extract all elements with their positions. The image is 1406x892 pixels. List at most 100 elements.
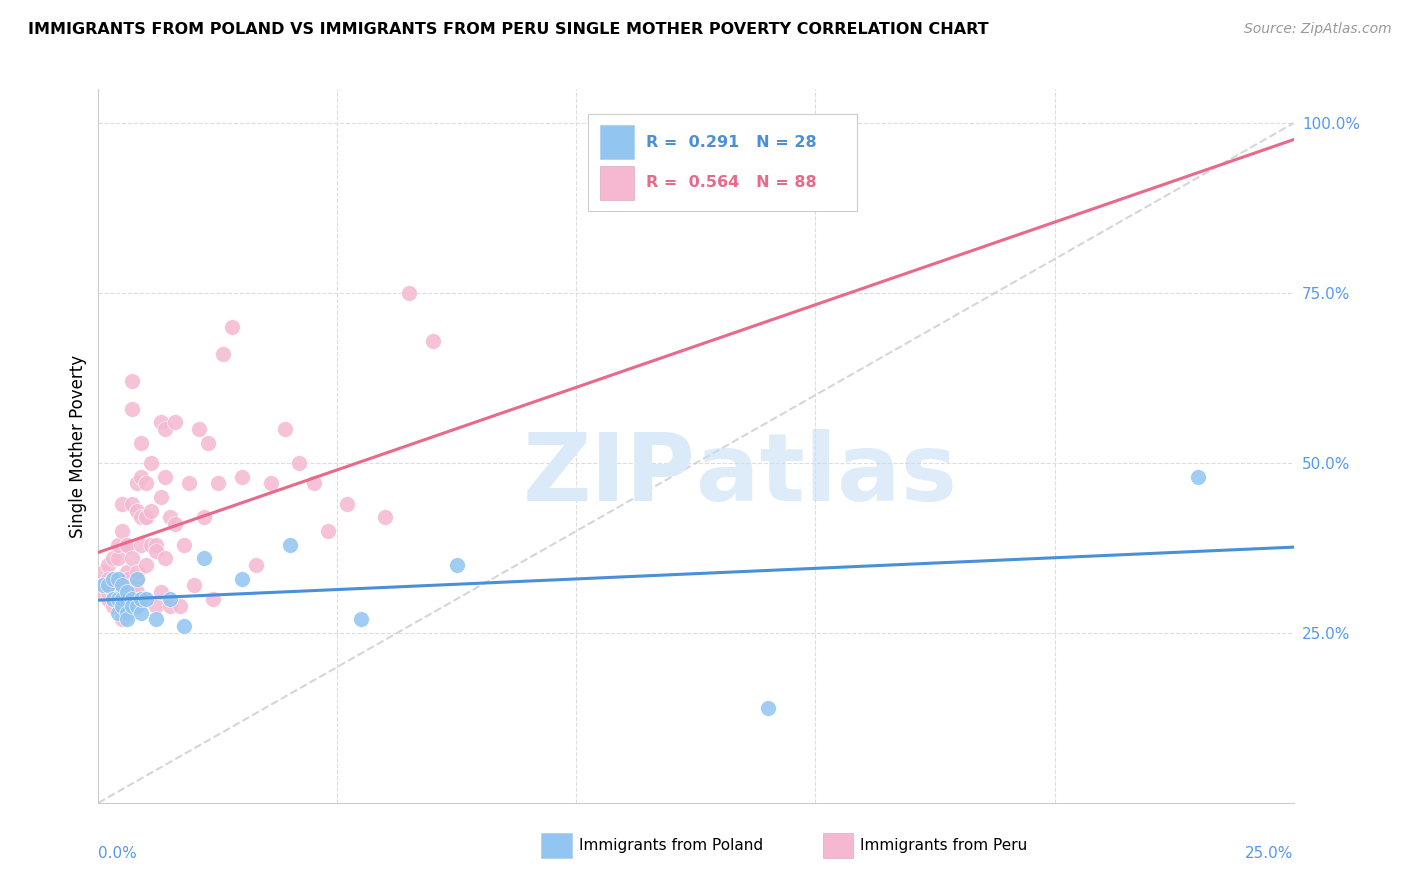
Point	[173, 537, 195, 551]
Point	[145, 537, 167, 551]
Point	[121, 497, 143, 511]
Point	[107, 537, 129, 551]
Point	[139, 456, 162, 470]
Point	[155, 551, 177, 566]
Point	[97, 585, 120, 599]
Point	[374, 510, 396, 524]
Point	[422, 334, 444, 348]
Point	[245, 558, 267, 572]
Point	[111, 599, 134, 613]
Point	[202, 591, 225, 606]
Y-axis label: Single Mother Poverty: Single Mother Poverty	[69, 354, 87, 538]
Point	[121, 551, 143, 566]
Point	[274, 422, 297, 436]
Point	[91, 585, 114, 599]
Point	[91, 578, 114, 592]
Point	[101, 585, 124, 599]
Point	[111, 524, 134, 538]
Point	[107, 578, 129, 592]
Point	[97, 578, 120, 592]
Point	[163, 415, 186, 429]
Point	[398, 286, 420, 301]
Point	[155, 469, 177, 483]
Point	[111, 591, 134, 606]
Point	[125, 572, 148, 586]
Point	[107, 591, 129, 606]
Point	[101, 591, 124, 606]
Point	[115, 585, 138, 599]
Point	[139, 537, 162, 551]
Text: Source: ZipAtlas.com: Source: ZipAtlas.com	[1244, 22, 1392, 37]
Point	[231, 469, 253, 483]
Point	[163, 517, 186, 532]
Point	[193, 510, 215, 524]
Point	[121, 401, 143, 416]
Point	[111, 585, 134, 599]
Point	[115, 537, 138, 551]
Point	[101, 591, 124, 606]
Text: R =  0.291   N = 28: R = 0.291 N = 28	[645, 135, 817, 150]
Text: Immigrants from Poland: Immigrants from Poland	[579, 838, 763, 853]
Point	[111, 612, 134, 626]
Point	[101, 572, 124, 586]
Point	[121, 599, 143, 613]
Point	[135, 476, 157, 491]
Point	[111, 497, 134, 511]
Point	[1187, 469, 1209, 483]
Point	[446, 558, 468, 572]
Point	[107, 551, 129, 566]
Point	[145, 612, 167, 626]
Point	[125, 476, 148, 491]
Text: IMMIGRANTS FROM POLAND VS IMMIGRANTS FROM PERU SINGLE MOTHER POVERTY CORRELATION: IMMIGRANTS FROM POLAND VS IMMIGRANTS FRO…	[28, 22, 988, 37]
Point	[193, 551, 215, 566]
Point	[169, 599, 191, 613]
Point	[135, 591, 157, 606]
Point	[125, 503, 148, 517]
Point	[91, 578, 114, 592]
Point	[179, 476, 201, 491]
Point	[135, 558, 157, 572]
Point	[125, 572, 148, 586]
Point	[97, 558, 120, 572]
Text: R =  0.564   N = 88: R = 0.564 N = 88	[645, 175, 817, 190]
Point	[97, 578, 120, 592]
Point	[187, 422, 209, 436]
Point	[115, 585, 138, 599]
Point	[101, 572, 124, 586]
FancyBboxPatch shape	[588, 114, 858, 211]
Text: 0.0%: 0.0%	[98, 846, 138, 861]
Point	[91, 565, 114, 579]
Point	[131, 591, 153, 606]
Point	[145, 544, 167, 558]
Point	[107, 572, 129, 586]
Point	[121, 578, 143, 592]
Point	[97, 572, 120, 586]
Point	[107, 606, 129, 620]
Point	[316, 524, 339, 538]
Point	[350, 612, 373, 626]
Point	[131, 435, 153, 450]
Text: atlas: atlas	[696, 428, 957, 521]
Point	[121, 591, 143, 606]
Point	[231, 572, 253, 586]
Point	[111, 591, 134, 606]
Point	[159, 510, 181, 524]
Point	[131, 510, 153, 524]
Point	[197, 435, 219, 450]
Point	[336, 497, 359, 511]
Point	[115, 565, 138, 579]
Text: ZIP: ZIP	[523, 428, 696, 521]
Point	[207, 476, 229, 491]
Point	[125, 599, 148, 613]
Point	[259, 476, 281, 491]
Point	[115, 612, 138, 626]
Point	[139, 503, 162, 517]
Point	[125, 585, 148, 599]
Point	[131, 469, 153, 483]
Point	[173, 619, 195, 633]
Point	[149, 585, 172, 599]
Point	[159, 591, 181, 606]
Point	[101, 551, 124, 566]
Point	[159, 599, 181, 613]
Point	[211, 347, 233, 361]
